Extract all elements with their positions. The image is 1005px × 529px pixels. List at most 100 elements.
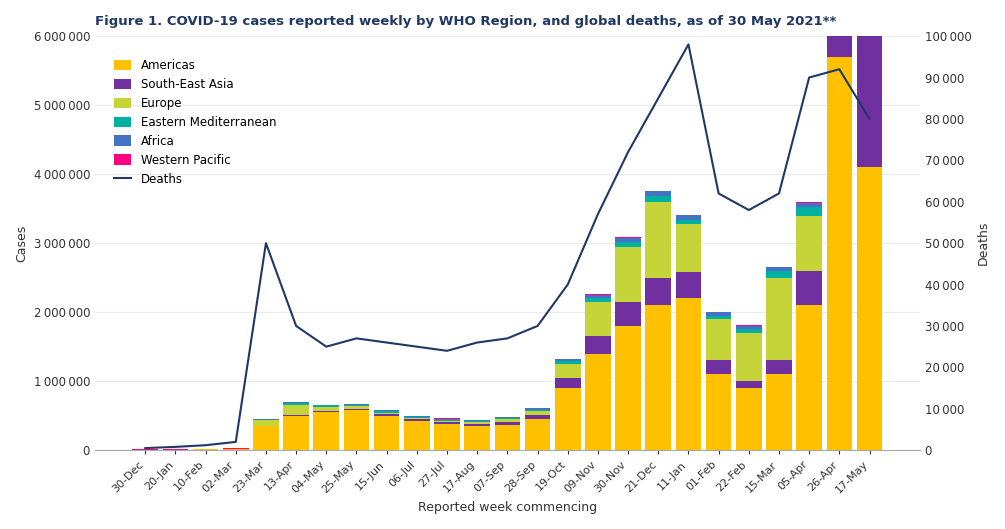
Bar <box>826 57 852 450</box>
Bar <box>374 416 400 450</box>
Bar <box>736 388 762 450</box>
Bar <box>223 449 248 450</box>
Bar <box>283 403 309 405</box>
Bar <box>645 278 671 305</box>
Bar <box>494 417 521 418</box>
Bar <box>314 412 339 450</box>
Bar <box>706 319 732 360</box>
Bar <box>525 419 551 450</box>
Bar <box>675 215 701 220</box>
Bar <box>344 406 369 409</box>
Deaths <box>381 339 393 345</box>
Bar <box>796 203 822 207</box>
Deaths <box>713 190 725 197</box>
Bar <box>525 411 551 415</box>
Bar <box>675 298 701 450</box>
Bar <box>314 411 339 412</box>
Deaths <box>260 240 272 247</box>
Bar <box>555 359 581 361</box>
Bar <box>585 298 611 302</box>
Bar <box>494 418 521 419</box>
Bar <box>856 0 882 167</box>
Bar <box>464 426 490 450</box>
Bar <box>555 361 581 364</box>
Bar <box>766 271 792 278</box>
Bar <box>283 405 309 415</box>
Bar <box>374 412 400 413</box>
Bar <box>555 364 581 378</box>
Bar <box>736 329 762 333</box>
Bar <box>253 421 278 426</box>
Bar <box>585 336 611 353</box>
Bar <box>434 421 460 422</box>
Bar <box>766 360 792 374</box>
Bar <box>675 220 701 224</box>
Bar <box>796 215 822 271</box>
Bar <box>404 418 430 419</box>
Text: Figure 1. COVID-19 cases reported weekly by WHO Region, and global deaths, as of: Figure 1. COVID-19 cases reported weekly… <box>94 15 836 28</box>
Deaths <box>743 207 755 213</box>
Bar <box>706 312 732 316</box>
Bar <box>645 196 671 202</box>
Bar <box>706 374 732 450</box>
Bar <box>796 207 822 215</box>
Legend: Americas, South-East Asia, Europe, Eastern Mediterranean, Africa, Western Pacifi: Americas, South-East Asia, Europe, Easte… <box>110 54 281 190</box>
Line: Deaths: Deaths <box>146 44 869 448</box>
Bar <box>464 422 490 424</box>
Bar <box>374 411 400 412</box>
Bar <box>253 419 278 421</box>
Bar <box>736 333 762 381</box>
Deaths <box>863 116 875 122</box>
Bar <box>675 272 701 298</box>
Bar <box>766 267 792 271</box>
X-axis label: Reported week commencing: Reported week commencing <box>418 501 597 514</box>
Bar <box>736 325 762 326</box>
Bar <box>555 388 581 450</box>
Bar <box>706 360 732 374</box>
Bar <box>615 302 641 326</box>
Bar <box>314 405 339 407</box>
Bar <box>344 409 369 410</box>
Bar <box>525 415 551 419</box>
Deaths <box>682 41 694 48</box>
Deaths <box>532 323 544 329</box>
Deaths <box>411 343 423 350</box>
Bar <box>404 421 430 450</box>
Bar <box>314 407 339 411</box>
Deaths <box>290 323 303 329</box>
Deaths <box>652 95 664 102</box>
Bar <box>856 167 882 450</box>
Bar <box>404 419 430 421</box>
Deaths <box>200 442 212 449</box>
Deaths <box>562 281 574 288</box>
Bar <box>796 271 822 305</box>
Bar <box>253 426 278 450</box>
Y-axis label: Deaths: Deaths <box>977 221 990 266</box>
Bar <box>645 305 671 450</box>
Bar <box>283 415 309 416</box>
Bar <box>585 295 611 298</box>
Bar <box>555 378 581 388</box>
Bar <box>464 421 490 422</box>
Bar <box>434 424 460 450</box>
Deaths <box>622 149 634 155</box>
Deaths <box>170 444 182 450</box>
Bar <box>585 353 611 450</box>
Bar <box>344 404 369 405</box>
Deaths <box>321 343 333 350</box>
Deaths <box>471 339 483 345</box>
Bar <box>585 302 611 336</box>
Deaths <box>773 190 785 197</box>
Bar <box>706 316 732 319</box>
Bar <box>525 408 551 409</box>
Deaths <box>803 75 815 81</box>
Bar <box>464 424 490 426</box>
Bar <box>464 420 490 421</box>
Deaths <box>441 348 453 354</box>
Bar <box>766 374 792 450</box>
Bar <box>374 413 400 414</box>
Bar <box>615 242 641 247</box>
Bar <box>344 405 369 406</box>
Bar <box>434 418 460 419</box>
Bar <box>494 425 521 450</box>
